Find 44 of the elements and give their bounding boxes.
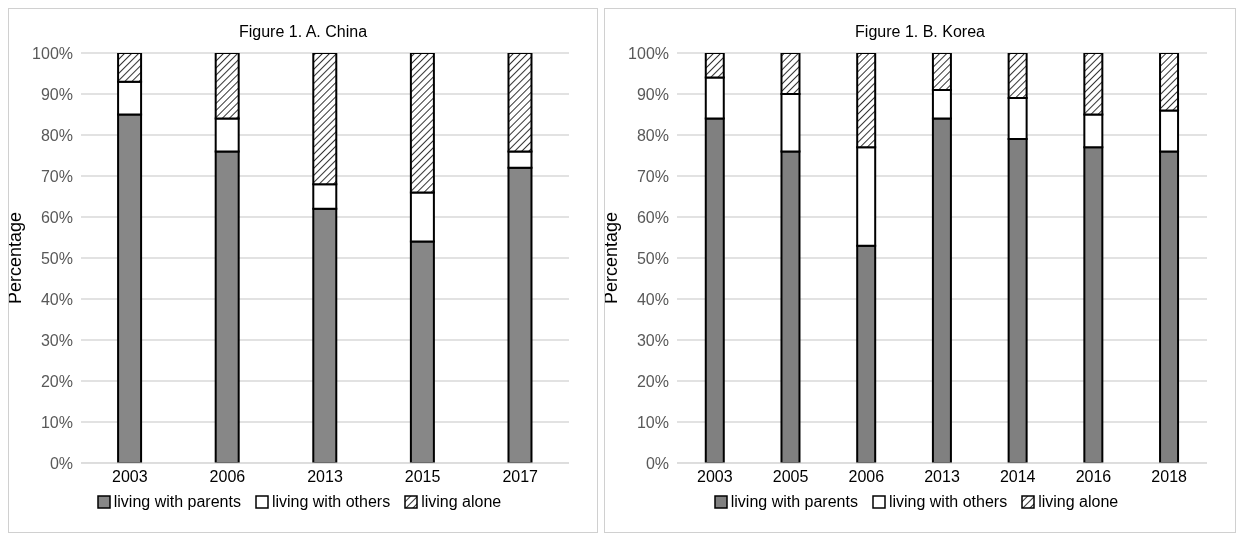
x-tick-label: 2015 [404, 468, 441, 486]
legend-label: living with others [888, 493, 1008, 511]
y-tick-label: 90% [636, 85, 669, 103]
x-tick-label: 2013 [307, 468, 343, 486]
y-tick-label: 80% [40, 126, 73, 144]
y-tick-label: 30% [636, 331, 669, 349]
x-tick-label: 2018 [1151, 468, 1188, 486]
y-axis-title: Percentage [5, 211, 26, 305]
x-tick-label: 2013 [924, 468, 960, 486]
legend-label: living with others [271, 493, 391, 511]
y-tick-label: 20% [636, 372, 669, 390]
y-tick-label: 0% [49, 454, 73, 472]
y-tick-label: 90% [40, 85, 73, 103]
y-tick-label: 70% [40, 167, 73, 185]
x-tick-label: 2006 [209, 468, 246, 486]
y-tick-label: 10% [636, 413, 669, 431]
x-tick-label: 2006 [848, 468, 885, 486]
y-tick-label: 60% [40, 208, 73, 226]
y-tick-label: 100% [32, 44, 73, 62]
legend-label: living with parents [730, 493, 858, 511]
y-tick-label: 50% [636, 249, 669, 267]
y-tick-label: 50% [40, 249, 73, 267]
legend-label: living alone [421, 493, 502, 511]
y-tick-label: 100% [628, 44, 669, 62]
y-tick-label: 40% [40, 290, 73, 308]
chart-title: Figure 1. A. China [237, 23, 369, 41]
y-tick-label: 10% [40, 413, 73, 431]
legend-label: living with parents [113, 493, 241, 511]
legend-label: living alone [1038, 493, 1119, 511]
x-tick-label: 2014 [999, 468, 1036, 486]
x-tick-label: 2016 [1075, 468, 1112, 486]
y-tick-label: 40% [636, 290, 669, 308]
x-tick-label: 2005 [772, 468, 809, 486]
y-tick-label: 70% [636, 167, 669, 185]
y-tick-label: 20% [40, 372, 73, 390]
y-tick-label: 30% [40, 331, 73, 349]
y-tick-label: 0% [645, 454, 669, 472]
y-tick-label: 60% [636, 208, 669, 226]
y-tick-label: 80% [636, 126, 669, 144]
x-tick-label: 2003 [112, 468, 148, 486]
chart-title: Figure 1. B. Korea [854, 23, 986, 41]
x-tick-label: 2003 [697, 468, 733, 486]
x-tick-label: 2017 [502, 468, 539, 486]
y-axis-title: Percentage [601, 211, 622, 305]
